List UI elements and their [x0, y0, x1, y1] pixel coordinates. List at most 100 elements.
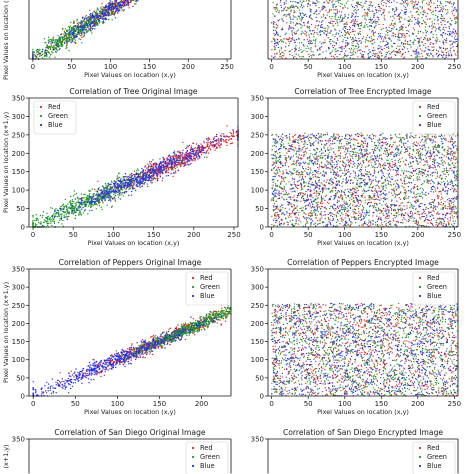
point-blue: [185, 151, 187, 154]
point-green: [116, 178, 118, 181]
point-green: [71, 207, 73, 210]
point-red: [192, 155, 194, 158]
point-blue: [296, 30, 298, 32]
data-points: [271, 132, 459, 228]
point-blue: [425, 47, 427, 49]
point-blue: [169, 157, 172, 159]
x-tick-label: 200: [182, 63, 195, 71]
point-red: [167, 171, 170, 174]
point-green: [299, 18, 301, 20]
point-blue: [351, 6, 354, 8]
point-red: [382, 9, 384, 11]
point-blue: [293, 10, 295, 12]
point-blue: [306, 50, 308, 53]
point-green: [343, 47, 345, 50]
point-blue: [123, 176, 126, 178]
point-blue: [89, 203, 91, 205]
point-blue: [442, 32, 444, 34]
point-red: [364, 41, 367, 43]
point-blue: [390, 1, 393, 4]
point-blue: [406, 0, 408, 2]
point-red: [374, 31, 376, 33]
point-blue: [96, 14, 98, 16]
point-red: [434, 134, 436, 136]
point-green: [368, 7, 370, 9]
point-green: [52, 52, 54, 54]
point-blue: [405, 13, 407, 15]
point-green: [417, 30, 420, 32]
point-blue: [108, 199, 110, 202]
point-red: [407, 2, 409, 4]
point-red: [102, 202, 104, 204]
point-blue: [303, 22, 305, 24]
point-blue: [415, 50, 417, 52]
point-blue: [451, 31, 454, 33]
point-red: [405, 26, 407, 28]
point-red: [415, 7, 417, 9]
point-red: [224, 139, 226, 141]
point-blue: [138, 185, 140, 187]
point-green: [318, 54, 320, 56]
point-green: [297, 54, 300, 56]
point-blue: [130, 180, 132, 182]
point-green: [84, 193, 86, 196]
point-green: [343, 56, 345, 58]
point-red: [85, 15, 88, 17]
point-green: [317, 28, 319, 30]
point-blue: [220, 143, 222, 145]
point-blue: [90, 12, 92, 15]
point-red: [365, 14, 367, 16]
point-blue: [111, 190, 113, 192]
point-blue: [372, 54, 374, 56]
point-red: [365, 46, 367, 48]
point-red: [381, 224, 383, 226]
point-blue: [302, 32, 304, 34]
point-blue: [284, 14, 286, 16]
point-blue: [451, 35, 453, 37]
point-green: [330, 9, 333, 11]
point-blue: [98, 199, 101, 201]
point-blue: [277, 20, 279, 22]
point-green: [40, 54, 43, 57]
point-red: [272, 20, 275, 23]
point-blue: [291, 37, 294, 39]
point-blue: [179, 152, 181, 154]
point-red: [205, 151, 208, 153]
point-green: [71, 200, 73, 203]
point-green: [394, 51, 396, 53]
point-green: [46, 223, 48, 225]
point-blue: [425, 15, 427, 17]
point-red: [418, 25, 421, 27]
point-green: [283, 53, 285, 55]
point-blue: [355, 4, 357, 7]
point-red: [411, 14, 413, 17]
point-blue: [181, 159, 184, 162]
point-green: [451, 6, 453, 8]
point-blue: [297, 23, 299, 25]
point-blue: [377, 57, 380, 59]
point-green: [335, 32, 338, 34]
point-blue: [444, 32, 447, 35]
point-green: [343, 17, 346, 19]
point-blue: [382, 40, 384, 42]
point-red: [455, 54, 457, 56]
point-red: [159, 173, 161, 175]
point-green: [55, 48, 58, 51]
point-red: [404, 56, 406, 58]
point-blue: [312, 30, 314, 32]
point-green: [74, 202, 76, 205]
point-blue: [216, 135, 218, 138]
point-blue: [119, 4, 121, 7]
point-blue: [81, 28, 83, 30]
point-red: [379, 50, 381, 53]
point-red: [455, 33, 458, 35]
point-blue: [92, 198, 95, 200]
point-green: [445, 0, 447, 3]
point-blue: [121, 5, 123, 7]
point-red: [388, 1, 391, 4]
point-blue: [344, 46, 346, 48]
point-blue: [162, 158, 165, 160]
point-red: [314, 26, 316, 28]
point-green: [73, 22, 76, 24]
